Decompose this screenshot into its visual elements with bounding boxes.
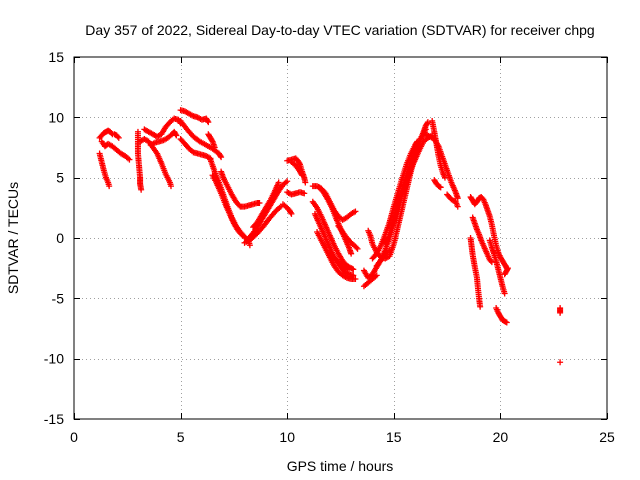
data-point [352,276,359,283]
x-tick-label: 0 [70,429,78,445]
data-point [173,132,180,139]
data-point [501,290,508,297]
data-point [299,172,306,179]
data-point [275,179,282,186]
y-axis-label: SDTVAR / TECUs [5,182,21,294]
y-tick-label: 10 [48,109,64,125]
data-point [348,250,355,257]
data-point [106,183,113,190]
data-point [218,154,225,161]
axis-ticks [74,57,608,420]
y-tick-label: -5 [52,290,65,306]
x-tick-label: 25 [599,429,615,445]
x-tick-label: 10 [279,429,295,445]
y-tick-label: 5 [56,170,64,186]
data-point [168,183,175,190]
data-point [346,266,353,273]
data-point [246,242,253,249]
data-point [211,144,218,151]
y-tick-label: -10 [44,351,64,367]
data-point [296,160,303,167]
data-point [301,190,308,197]
data-point [350,272,357,279]
x-axis-label: GPS time / hours [287,458,394,474]
data-point [352,208,359,215]
data-point [503,319,510,326]
data-point [108,130,115,137]
data-point [298,171,305,178]
data-point [217,152,224,159]
y-tick-labels: -15 -10 -5 0 5 10 15 [44,49,64,427]
data-point [114,133,121,140]
y-tick-label: 15 [48,49,64,65]
data-point [504,265,511,272]
data-point [477,303,484,310]
data-point [208,137,215,144]
data-point [353,244,360,251]
data-point [454,203,461,210]
data-point [138,186,145,193]
data-point [354,245,361,252]
data-point [302,179,309,186]
chart-title: Day 357 of 2022, Sidereal Day-to-day VTE… [85,22,594,38]
data-point [126,156,133,163]
data-point [288,210,295,217]
data-point [239,232,246,239]
plot-border [73,56,608,420]
data-point [557,309,564,316]
y-tick-label: -15 [44,411,64,427]
data-point [437,184,444,191]
data-point [172,131,179,138]
data-point [205,119,212,126]
data-point [238,231,245,238]
grid-lines [74,57,607,419]
data-point [115,134,122,141]
x-tick-label: 5 [177,429,185,445]
data-point [256,200,263,207]
data-point [487,257,494,264]
data-point [287,209,294,216]
data-point [557,359,564,366]
x-tick-labels: 0 5 10 15 20 25 [70,429,615,445]
data-point [373,272,380,279]
data-point [204,117,211,124]
x-tick-label: 15 [386,429,402,445]
data-point [454,195,461,202]
y-tick-label: 0 [56,230,64,246]
data-points [96,107,564,366]
x-tick-label: 20 [493,429,509,445]
data-point [284,178,291,185]
data-point [424,120,431,127]
